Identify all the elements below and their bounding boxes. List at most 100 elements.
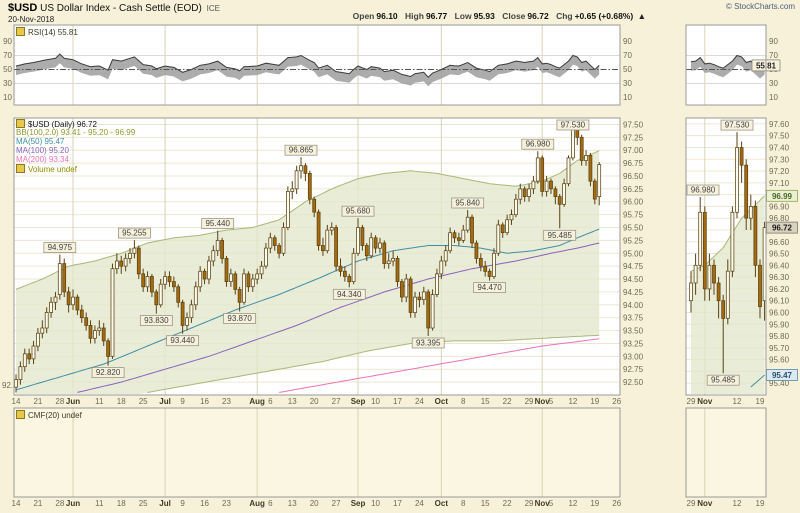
price-annotation: [341, 205, 375, 217]
x-axis-label: 29: [687, 499, 696, 508]
candle: [404, 278, 409, 298]
x-axis-label: 27: [332, 499, 341, 508]
candle: [364, 245, 369, 257]
price-annotation: [223, 313, 256, 324]
x-axis-label: 21: [33, 397, 42, 406]
candle: [123, 258, 128, 267]
x-axis-label: 13: [288, 499, 297, 508]
candle: [452, 232, 457, 239]
x-axis-label: 22: [503, 499, 512, 508]
cmf-legend-label: CMF(20) undef: [28, 411, 82, 420]
bb-lower-line: [147, 334, 600, 393]
price-annotation-label: 93.830: [144, 316, 169, 325]
candle: [176, 286, 181, 303]
candle: [180, 301, 185, 326]
candle: [382, 242, 387, 264]
y-axis-label: 95.90: [769, 320, 790, 329]
candle: [566, 157, 571, 185]
x-axis-label: 20: [310, 397, 319, 406]
rsi-axis-label: 50: [3, 65, 12, 74]
x-axis-label: 28: [55, 499, 64, 508]
candle: [522, 188, 527, 197]
candle: [562, 183, 566, 205]
y-axis-label: 94.25: [623, 288, 644, 297]
x-axis-label: 11: [95, 499, 104, 508]
x-axis-label: 18: [117, 499, 126, 508]
candle: [579, 136, 584, 161]
candle: [259, 265, 264, 275]
x-axis-label: Jul: [159, 397, 171, 406]
candle: [163, 276, 167, 285]
price-annotation: [556, 119, 590, 131]
y-axis-label: 96.25: [623, 185, 644, 194]
main-chart-legend: $USD (Daily) 96.72 BB(100,2.0) 93.41 - 9…: [16, 119, 135, 174]
rsi-axis-label: 10: [3, 93, 12, 102]
x-axis-label: Nov: [697, 397, 713, 406]
candle: [233, 273, 238, 290]
rsi-axis-label: 10: [623, 93, 632, 102]
panel-border: [13, 407, 621, 498]
x-axis-label: 8: [461, 397, 466, 406]
candle: [588, 155, 593, 182]
rsi-fill: [16, 54, 600, 87]
panel-borders: [13, 24, 767, 498]
instrument-name: US Dollar Index - Cash Settle (EOD): [40, 3, 202, 14]
x-axis-label: 5: [549, 397, 554, 406]
y-axis-label: 97.10: [769, 179, 790, 188]
price-annotation-label: 96.865: [289, 146, 314, 155]
y-axis-label: 93.50: [623, 327, 644, 336]
panel-border: [13, 24, 621, 106]
candle: [18, 366, 23, 380]
price-annotation-label: 92.820: [96, 368, 121, 377]
candle: [101, 327, 106, 342]
candle: [53, 296, 58, 303]
y-axis-label: 96.75: [623, 159, 644, 168]
price-annotation: [118, 227, 151, 239]
candle: [321, 245, 325, 252]
candle: [31, 345, 36, 360]
candle: [329, 227, 334, 231]
candle: [356, 227, 360, 254]
candle: [721, 300, 726, 319]
x-axis-label: 9: [180, 499, 185, 508]
x-axis-label: 22: [503, 397, 512, 406]
legend-ma100: MA(100) 95.20: [16, 146, 69, 155]
x-axis-label: 17: [393, 397, 402, 406]
x-axis-label: 27: [332, 397, 341, 406]
candle: [584, 155, 588, 161]
price-annotation: [139, 315, 173, 326]
candle: [531, 180, 536, 190]
y-axis-label: 94.75: [623, 262, 644, 271]
candle: [474, 242, 479, 259]
candle: [172, 281, 176, 288]
candle: [141, 273, 146, 288]
price-annotation-label: 94.470: [477, 283, 502, 292]
price-annotation-label: 95.255: [122, 229, 147, 238]
candle: [110, 268, 115, 357]
candle: [735, 147, 739, 213]
candle: [154, 291, 159, 306]
y-axis-label: 97.25: [623, 133, 644, 142]
rsi-legend: RSI(14) 55.81: [16, 27, 78, 37]
x-axis-label: 19: [756, 499, 765, 508]
legend-rsi-row: RSI(14) 55.81: [16, 27, 78, 37]
candle: [443, 250, 448, 262]
x-axis-label: 10: [371, 499, 380, 508]
candle: [400, 281, 404, 298]
x-axis-label: 12: [568, 499, 577, 508]
y-axis-label: 92.75: [623, 365, 644, 374]
price-annotation-label: 95.485: [548, 231, 573, 240]
y-axis-label: 97.50: [623, 120, 644, 129]
price-annotation-label: 93.440: [170, 336, 195, 345]
ma50-line-zoom: [750, 374, 765, 388]
candle: [264, 247, 268, 267]
candle: [150, 276, 154, 293]
x-axis-label: 9: [180, 397, 185, 406]
candle: [158, 283, 163, 306]
y-axis-label: 97.20: [769, 167, 790, 176]
candle: [62, 263, 67, 293]
candle: [268, 237, 273, 249]
y-axis-label: 96.60: [769, 238, 790, 247]
candle: [417, 296, 422, 301]
candle: [413, 296, 417, 313]
